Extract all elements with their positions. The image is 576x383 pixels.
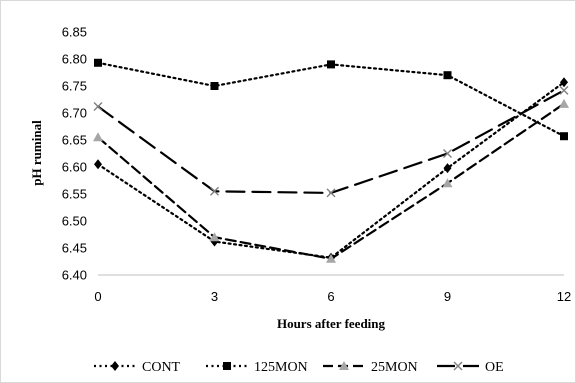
data-point-oe bbox=[326, 188, 336, 198]
legend-item-cont: CONT bbox=[94, 360, 181, 375]
legend: CONT 125MON 25MON OE bbox=[94, 360, 504, 375]
data-point-oe bbox=[210, 186, 219, 196]
legend-label-125mon: 125MON bbox=[254, 360, 308, 375]
data-point-25mon bbox=[326, 253, 336, 263]
y-tick-label: 6.70 bbox=[62, 106, 87, 121]
x-axis: 0 3 6 9 12 bbox=[94, 289, 571, 304]
series-cont bbox=[94, 77, 568, 263]
data-point-25mon bbox=[209, 232, 220, 242]
y-axis: 6.40 6.45 6.50 6.55 6.60 6.65 6.70 6.75 6.80 6.85 bbox=[62, 25, 87, 283]
y-tick-label: 6.80 bbox=[62, 52, 87, 67]
data-point-cont bbox=[94, 159, 102, 170]
data-point-oe bbox=[93, 102, 103, 112]
series-125mon bbox=[94, 58, 568, 141]
x-tick-label: 12 bbox=[557, 289, 571, 304]
x-tick-label: 3 bbox=[211, 289, 218, 304]
y-axis-title: pH ruminal bbox=[29, 120, 44, 186]
x-tick-label: 9 bbox=[444, 289, 451, 304]
y-tick-label: 6.75 bbox=[62, 79, 87, 94]
data-point-25mon bbox=[93, 132, 103, 142]
data-point-125mon bbox=[94, 58, 102, 67]
legend-item-oe: OE bbox=[437, 360, 504, 375]
legend-label-25mon: 25MON bbox=[371, 360, 418, 375]
data-point-125mon bbox=[560, 132, 568, 141]
y-tick-label: 6.45 bbox=[62, 241, 87, 256]
series-line-cont bbox=[96, 81, 566, 259]
data-point-cont bbox=[443, 163, 452, 174]
y-tick-label: 6.40 bbox=[62, 268, 87, 283]
legend-item-125mon: 125MON bbox=[206, 360, 308, 375]
series-layer bbox=[93, 58, 569, 263]
data-point-25mon bbox=[442, 178, 453, 188]
x-axis-title: Hours after feeding bbox=[277, 316, 386, 331]
x-tick-label: 6 bbox=[327, 289, 334, 304]
data-point-25mon bbox=[559, 98, 569, 108]
series-line-25mon bbox=[96, 102, 566, 260]
data-point-oe bbox=[559, 85, 569, 95]
series-25mon bbox=[93, 98, 569, 263]
y-tick-label: 6.65 bbox=[62, 133, 87, 148]
data-point-cont bbox=[560, 77, 568, 88]
data-point-125mon bbox=[443, 71, 452, 80]
legend-marker-125mon bbox=[223, 362, 231, 370]
series-line-125mon bbox=[96, 61, 566, 138]
series-line-oe bbox=[96, 89, 566, 195]
data-point-125mon bbox=[210, 82, 219, 90]
legend-item-25mon: 25MON bbox=[323, 360, 418, 375]
legend-label-cont: CONT bbox=[142, 360, 181, 375]
x-tick-label: 0 bbox=[94, 289, 101, 304]
legend-marker-cont bbox=[111, 361, 119, 371]
series-oe bbox=[93, 85, 569, 198]
legend-marker-oe bbox=[453, 361, 463, 371]
data-point-oe bbox=[443, 149, 452, 158]
y-tick-label: 6.60 bbox=[62, 160, 87, 175]
y-tick-label: 6.50 bbox=[62, 214, 87, 229]
legend-marker-25mon bbox=[339, 361, 349, 370]
data-point-125mon bbox=[327, 60, 335, 69]
y-tick-label: 6.85 bbox=[62, 25, 87, 40]
legend-label-oe: OE bbox=[485, 360, 504, 375]
y-tick-label: 6.55 bbox=[62, 187, 87, 202]
